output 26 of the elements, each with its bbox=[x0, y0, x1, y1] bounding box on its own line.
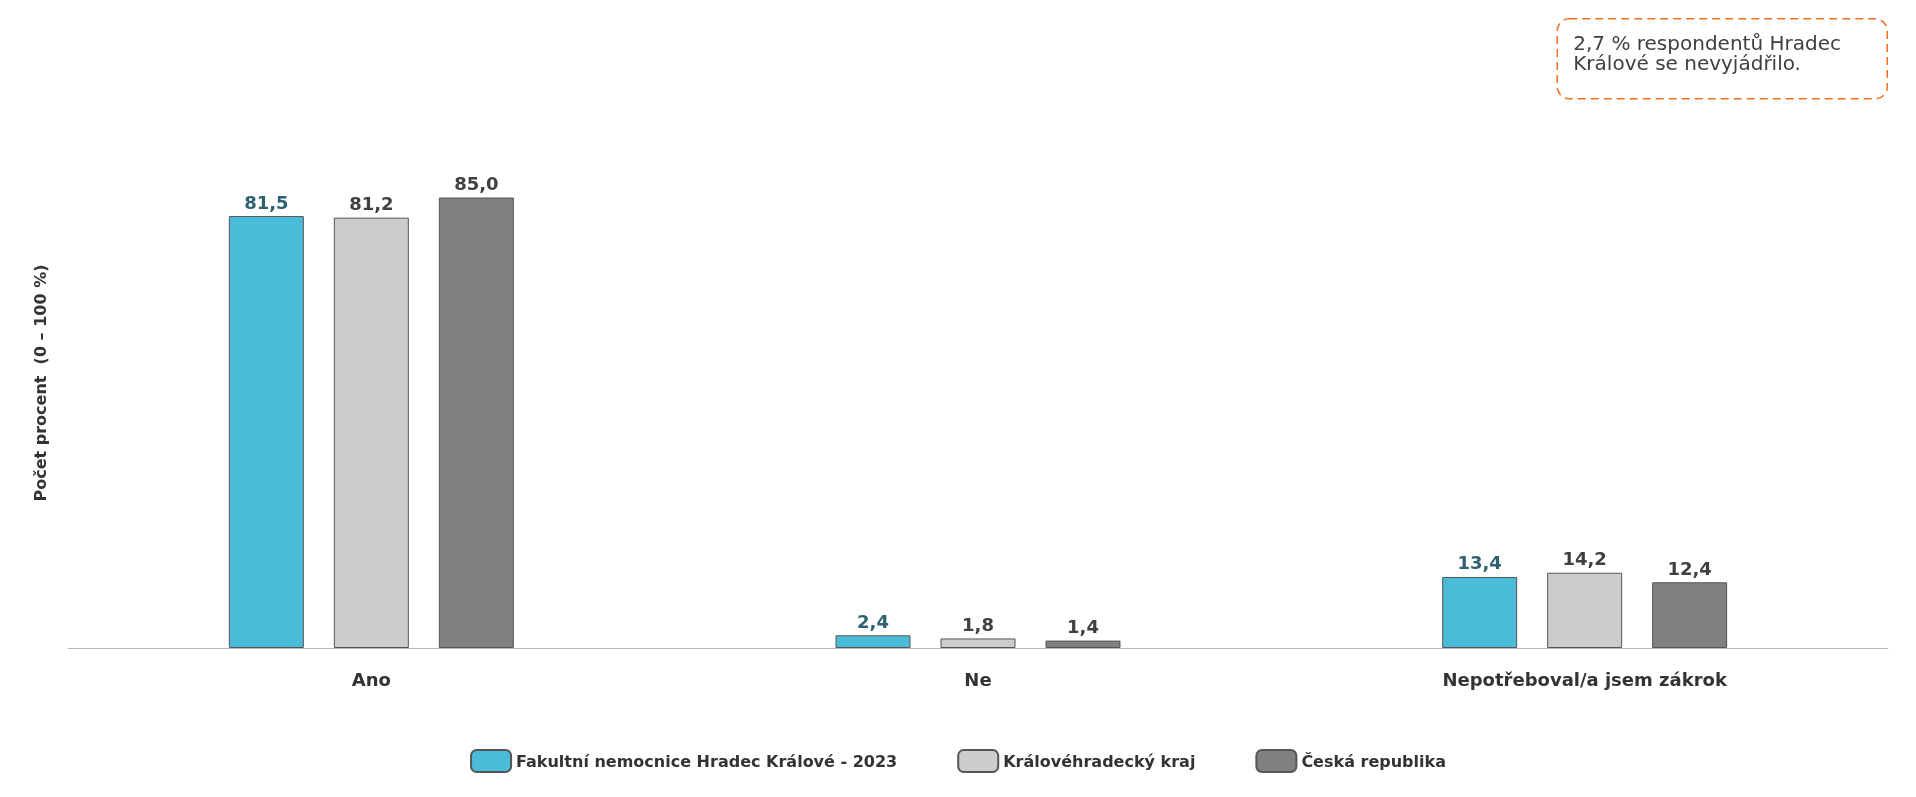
data-label: 12,4 bbox=[1667, 557, 1712, 579]
data-label: 81,5 bbox=[244, 191, 289, 213]
bar bbox=[1045, 640, 1121, 648]
legend-label: Česká republika bbox=[1301, 751, 1446, 771]
legend-label: Fakultní nemocnice Hradec Králové - 2023 bbox=[516, 751, 898, 771]
data-label: 85,0 bbox=[454, 173, 499, 194]
legend-label: Královéhradecký kraj bbox=[1003, 751, 1196, 771]
y-axis-title: Počet procent (0 – 100 %) bbox=[30, 264, 50, 502]
x-tick-label: Ne bbox=[964, 668, 992, 690]
bar bbox=[438, 197, 514, 648]
bar bbox=[835, 635, 911, 648]
x-tick-label: Nepotřeboval/a jsem zákrok bbox=[1442, 668, 1728, 690]
bar bbox=[1547, 572, 1623, 648]
data-label: 2,4 bbox=[857, 610, 889, 632]
data-label: 1,8 bbox=[962, 613, 994, 635]
data-label: 1,4 bbox=[1067, 616, 1099, 638]
x-tick-label: Ano bbox=[351, 668, 391, 690]
bar bbox=[940, 638, 1016, 648]
bar bbox=[1652, 582, 1728, 648]
text: 2,7 % respondentů Hradec Králové se nevyjádřilo. bbox=[1573, 30, 1848, 75]
bar bbox=[1442, 576, 1518, 648]
data-label: 13,4 bbox=[1457, 552, 1502, 574]
data-label: 81,2 bbox=[349, 193, 394, 215]
data-label: 14,2 bbox=[1562, 548, 1607, 570]
bar bbox=[228, 216, 304, 648]
bar bbox=[333, 217, 409, 648]
